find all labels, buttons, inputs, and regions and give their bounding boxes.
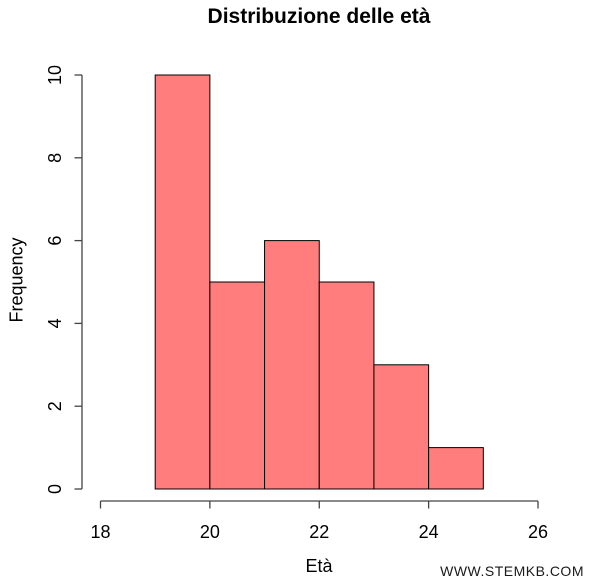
- chart-title: Distribuzione delle età: [207, 5, 431, 28]
- x-axis-label: Età: [305, 556, 333, 576]
- x-axis-tick-label: 22: [309, 522, 329, 542]
- y-axis-tick-label: 8: [45, 153, 65, 163]
- histogram-bar: [373, 364, 430, 490]
- y-axis-tick-label: 4: [45, 318, 65, 328]
- y-axis-label: Frequency: [6, 237, 27, 323]
- y-axis-tick-label: 2: [45, 401, 65, 411]
- x-axis-tick-label: 18: [90, 522, 110, 542]
- watermark-text: WWW.STEMKB.COM: [440, 563, 584, 579]
- histogram-bar: [318, 281, 375, 490]
- x-axis-tick-label: 20: [200, 522, 220, 542]
- histogram-bar: [209, 281, 266, 490]
- y-axis-tick-label: 10: [45, 65, 65, 85]
- x-axis-tick-label: 26: [528, 522, 548, 542]
- histogram-bar: [264, 240, 320, 490]
- histogram-bar: [154, 74, 211, 490]
- histogram-bar: [428, 447, 484, 490]
- y-axis-tick-label: 0: [45, 484, 65, 494]
- x-axis-tick-label: 24: [419, 522, 439, 542]
- y-axis-tick-label: 6: [45, 236, 65, 246]
